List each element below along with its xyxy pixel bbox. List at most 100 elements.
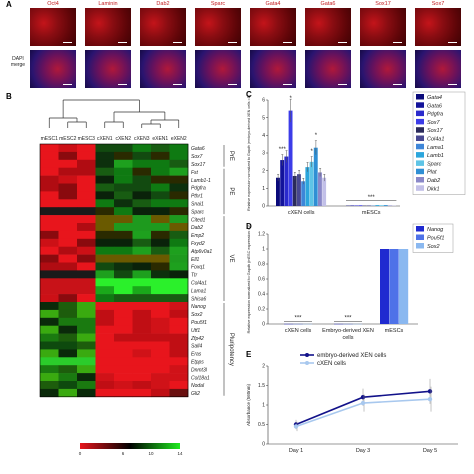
heatmap-cell: [151, 325, 170, 334]
heatmap-cell: [114, 270, 133, 279]
heatmap-cell: [40, 388, 59, 398]
gene-label-zfp42: Zfp42: [190, 336, 204, 342]
heatmap-cell: [151, 144, 170, 153]
merge-image-sox7: [415, 50, 461, 88]
heatmap-cell: [114, 278, 133, 287]
heatmap-cell: [132, 309, 152, 319]
dapi-label: DAPI: [12, 56, 24, 62]
heatmap-cell: [132, 333, 152, 342]
gene-label-gli2: Gli2: [191, 391, 200, 397]
heatmap-cell: [58, 175, 78, 184]
bar-nanog: [380, 249, 390, 324]
heatmap-cell: [40, 341, 59, 350]
heatmap-cell: [77, 230, 96, 240]
heatmap-cell: [169, 254, 189, 263]
column-label-mesc2: mESC2: [59, 136, 76, 142]
bar-col4a1: [297, 174, 301, 206]
merge-image-oct4: [30, 50, 76, 88]
legend-label-col4a1: Col4a1: [427, 137, 444, 143]
heatmap-figure: mESC1 mESC2 mESC3 cXEN1 cXEN2 cXEN3 eXEN1 eXEN2…: [39, 99, 234, 456]
heatmap-cell: [77, 286, 96, 295]
heatmap-cell: [114, 286, 133, 295]
heatmap-cell: [132, 183, 152, 192]
heatmap-cell: [58, 238, 78, 247]
legend-swatch: [416, 110, 424, 117]
marker-label-sparc: Sparc: [210, 1, 226, 7]
scale-bar: [393, 84, 402, 85]
data-point: [360, 400, 366, 406]
gene-label-sox17: Sox17: [191, 162, 205, 168]
heatmap-cell: [40, 175, 59, 184]
scale-bar: [173, 42, 182, 43]
y-tick-label: 2: [262, 364, 265, 370]
legend-swatch: [416, 135, 424, 141]
heatmap-cell: [151, 262, 170, 271]
heatmap-cell: [151, 151, 170, 161]
bar-plat: [383, 205, 388, 206]
heatmap-cell: [77, 207, 96, 216]
y-tick-label: 0.6: [258, 277, 265, 283]
heatmap-cell: [40, 159, 59, 168]
heatmap-cell: [95, 333, 115, 342]
gene-label-nodal: Nodal: [191, 383, 205, 389]
heatmap-cell: [77, 373, 96, 382]
significance-marker: ***: [368, 195, 376, 201]
legend-label-gata4: Gata4: [427, 95, 442, 101]
heatmap-cell: [40, 215, 59, 224]
legend-label-sox2: Sox2: [427, 244, 440, 250]
heatmap-cell: [95, 317, 115, 326]
gene-label-emp2: Emp2: [191, 233, 204, 239]
heatmap-cell: [77, 270, 96, 279]
heatmap-cell: [151, 175, 170, 184]
marker-label-sox17: Sox17: [375, 1, 391, 7]
heatmap-cell: [58, 144, 78, 153]
heatmap-cell: [95, 286, 115, 295]
heatmap-cell: [40, 151, 59, 161]
heatmap-cell: [58, 341, 78, 350]
scale-bar: [283, 84, 292, 85]
heatmap-cell: [114, 294, 133, 303]
heatmap-cell: [151, 286, 170, 295]
data-point: [293, 424, 299, 429]
gene-label-foxq1: Foxq1: [191, 265, 205, 271]
heatmap-cell: [132, 357, 152, 366]
significance-marker: *: [315, 133, 318, 139]
x-category-label: Embryo-derived XEN: [322, 328, 374, 334]
group-label-pre: PrE: [228, 151, 234, 161]
heatmap-cell: [151, 230, 170, 240]
legend-label-pdgfra: Pdgfra: [427, 112, 443, 118]
heatmap-cell: [77, 144, 96, 153]
heatmap-cell: [151, 278, 170, 287]
heatmap-cell: [40, 381, 59, 390]
heatmap-cell: [151, 349, 170, 358]
legend-swatch: [416, 234, 424, 240]
gene-label-snai1: Snai1: [191, 201, 204, 207]
column-label-mesc1: mESC1: [41, 136, 58, 142]
heatmap-cell: [40, 373, 59, 382]
heatmap-cell: [151, 357, 170, 366]
heatmap-cell: [40, 223, 59, 232]
scale-bar: [173, 84, 182, 85]
scale-bar: [338, 84, 347, 85]
heatmap-cell: [77, 381, 96, 390]
legend-label-sox7: Sox7: [427, 120, 440, 126]
bar-sox7: [288, 110, 293, 206]
chart-c: 0 1 2 3 4 5 6 Relative expression normalized to…: [247, 91, 466, 216]
x-tick-label: Day 3: [356, 448, 370, 454]
heatmap-cell: [169, 333, 189, 342]
column-label-cxen1: cXEN1: [97, 136, 113, 142]
y-tick-label: 1.2: [258, 232, 265, 238]
legend-swatch: [416, 168, 424, 175]
legend-label-sox17: Sox17: [427, 128, 444, 134]
heatmap-cell: [77, 309, 96, 319]
heatmap-cell: [95, 246, 115, 255]
heatmap-cell: [95, 294, 115, 303]
heatmap-cell: [151, 246, 170, 255]
legend-swatch: [416, 143, 424, 150]
colorbar-tick: 6: [122, 451, 125, 456]
stain-image-sox7: [415, 8, 461, 46]
heatmap-cell: [58, 317, 78, 326]
heatmap-cell: [58, 381, 78, 390]
heatmap-cell: [114, 183, 133, 192]
heatmap-cell: [114, 333, 133, 342]
